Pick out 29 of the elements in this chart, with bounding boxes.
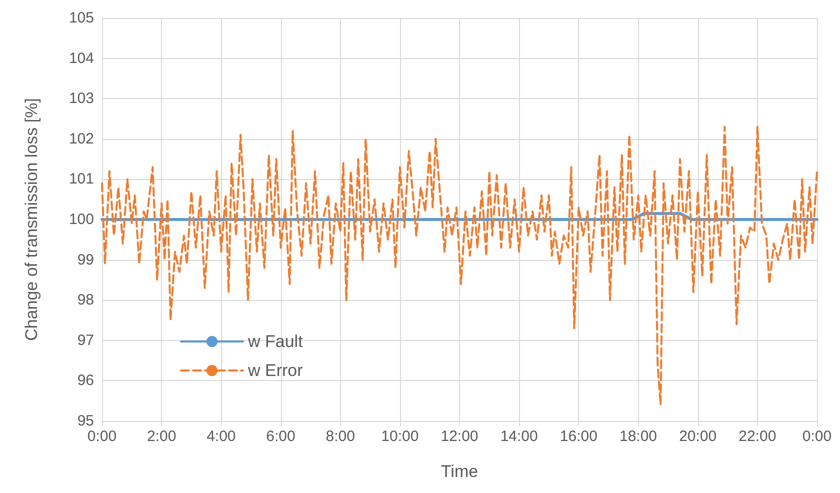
- x-tick-label: 10:00: [381, 428, 419, 445]
- x-tick-label: 2:00: [146, 428, 176, 445]
- x-tick-label: 0:00: [87, 428, 117, 445]
- y-tick-label: 98: [77, 292, 94, 309]
- y-tick-label: 95: [77, 412, 94, 430]
- y-tick-label: 104: [68, 50, 94, 67]
- x-tick-label: 0:00: [802, 428, 832, 445]
- x-tick-label: 16:00: [560, 428, 598, 445]
- legend-label: w Fault: [247, 332, 304, 351]
- y-tick-label: 100: [68, 211, 94, 228]
- x-tick-label: 14:00: [500, 428, 538, 445]
- x-tick-label: 22:00: [738, 428, 776, 445]
- y-tick-label: 96: [77, 372, 94, 390]
- legend-label: w Error: [247, 361, 304, 380]
- x-tick-label: 18:00: [619, 428, 658, 445]
- y-tick-label: 102: [68, 130, 94, 148]
- y-tick-label: 101: [68, 170, 94, 188]
- x-axis-title: Time: [440, 462, 478, 481]
- y-tick-label: 97: [77, 332, 94, 349]
- x-tick-label: 20:00: [679, 428, 717, 445]
- y-tick-label: 99: [77, 251, 94, 268]
- x-tick-label: 12:00: [440, 428, 478, 445]
- y-tick-label: 103: [68, 90, 94, 108]
- x-tick-label: 8:00: [326, 428, 355, 445]
- line-series: [101, 126, 818, 406]
- y-tick-label: 105: [68, 10, 94, 26]
- y-axis-title: Change of transmission loss [%]: [22, 98, 41, 341]
- x-tick-label: 6:00: [266, 428, 296, 445]
- x-tick-label: 4:00: [206, 428, 236, 445]
